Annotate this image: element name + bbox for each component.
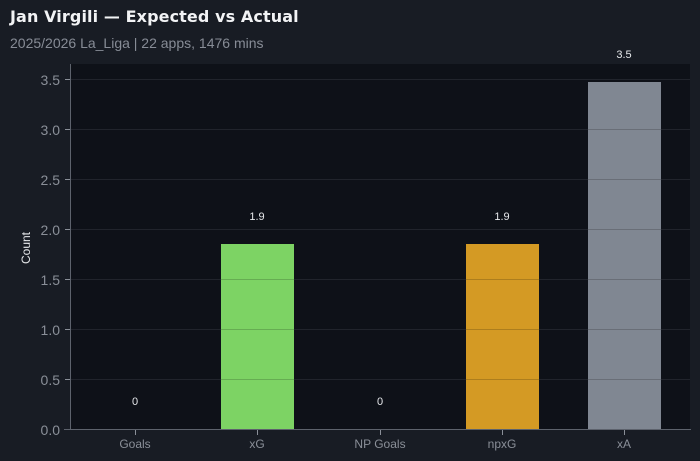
x-tick-mark <box>135 430 136 435</box>
chart-title: Jan Virgili — Expected vs Actual <box>10 7 299 26</box>
y-tick-mark <box>65 329 70 330</box>
x-tick-label: xG <box>249 437 265 451</box>
y-tick-label: 3.5 <box>40 72 60 88</box>
gridline <box>465 379 539 380</box>
gridline <box>71 229 690 230</box>
y-tick-label: 2.0 <box>40 222 60 238</box>
x-tick-mark <box>624 430 625 435</box>
gridline <box>71 329 690 330</box>
gridline <box>587 129 661 130</box>
x-tick-label: Goals <box>119 437 151 451</box>
y-tick-label: 0.5 <box>40 372 60 388</box>
x-axis-line <box>64 429 691 430</box>
x-tick-label: NP Goals <box>354 437 406 451</box>
chart-subtitle: 2025/2026 La_Liga | 22 apps, 1476 mins <box>10 35 264 51</box>
value-label: 1.9 <box>494 211 510 223</box>
gridline <box>587 329 661 330</box>
bar-xa <box>587 82 661 429</box>
gridline <box>220 329 294 330</box>
gridline <box>71 179 690 180</box>
x-tick-label: npxG <box>487 437 517 451</box>
y-tick-label: 2.5 <box>40 172 60 188</box>
plot-area <box>70 64 690 429</box>
gridline <box>587 379 661 380</box>
x-tick-mark <box>502 430 503 435</box>
gridline <box>220 379 294 380</box>
y-tick-label: 0.0 <box>40 422 60 438</box>
x-tick-label: xA <box>616 437 632 451</box>
bar-xg <box>220 244 294 429</box>
value-label: 3.5 <box>616 49 632 61</box>
y-axis-label: Count <box>19 231 33 265</box>
gridline <box>465 329 539 330</box>
y-tick-mark <box>65 379 70 380</box>
y-tick-mark <box>65 129 70 130</box>
value-label: 0 <box>131 396 139 408</box>
y-axis-line <box>70 64 71 430</box>
gridline <box>71 79 690 80</box>
y-tick-mark <box>65 79 70 80</box>
gridline <box>71 279 690 280</box>
y-tick-label: 1.5 <box>40 272 60 288</box>
y-tick-mark <box>65 229 70 230</box>
value-label: 1.9 <box>249 211 265 223</box>
bar-npxg <box>465 244 539 429</box>
gridline <box>587 229 661 230</box>
x-tick-mark <box>380 430 381 435</box>
y-tick-label: 1.0 <box>40 322 60 338</box>
y-tick-mark <box>65 179 70 180</box>
x-tick-mark <box>257 430 258 435</box>
y-tick-mark <box>65 279 70 280</box>
gridline <box>71 129 690 130</box>
gridline <box>587 279 661 280</box>
gridline <box>587 179 661 180</box>
value-label: 0 <box>376 396 384 408</box>
y-tick-label: 3.0 <box>40 122 60 138</box>
gridline <box>220 279 294 280</box>
gridline <box>465 279 539 280</box>
gridline <box>71 379 690 380</box>
